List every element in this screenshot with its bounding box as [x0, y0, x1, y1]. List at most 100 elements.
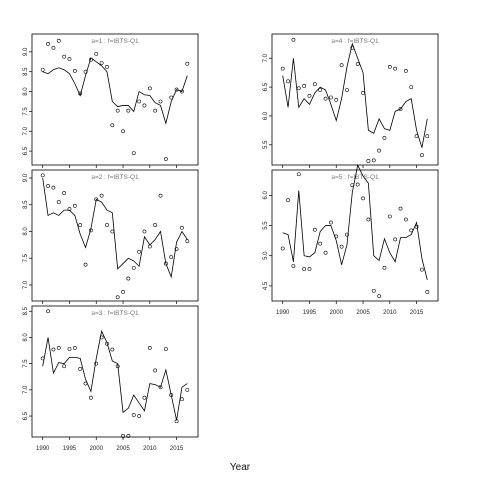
observation-point [420, 267, 424, 272]
observation-point [110, 229, 115, 234]
y-tick-label: 6.0 [263, 191, 269, 200]
observation-point [398, 206, 403, 211]
observation-point [414, 134, 419, 139]
y-tick-label: 7.5 [23, 253, 29, 262]
observation-point [409, 228, 414, 233]
x-tick-label: 1990 [276, 310, 290, 316]
observation-point [131, 151, 136, 155]
observation-point [51, 347, 56, 352]
observation-point [387, 64, 392, 69]
observation-point [307, 267, 312, 271]
observation-point [345, 88, 349, 92]
panel-1: a=1 : f=IBTS-Q1 6.5 7.0 7.5 8.0 8.5 9.0 [23, 33, 199, 168]
x-tick-label: 1990 [36, 446, 50, 452]
observation-point [371, 158, 376, 163]
observation-point [62, 54, 67, 59]
y-tick-label: 5.0 [263, 251, 269, 260]
fitted-line [42, 329, 188, 421]
observation-point [334, 97, 339, 102]
y-tick-label: 7.0 [263, 53, 269, 62]
observation-point [121, 290, 125, 294]
observation-point [296, 86, 301, 91]
observation-point [46, 309, 50, 314]
observation-point [302, 267, 307, 271]
y-tick-label: 8.5 [23, 67, 29, 76]
observation-point [121, 434, 125, 438]
observation-point [361, 196, 365, 201]
observation-point [180, 397, 184, 402]
observation-point [323, 250, 328, 255]
observation-point [153, 108, 158, 113]
observation-point [147, 346, 152, 350]
fitted-line [42, 57, 188, 125]
y-tick-label: 8.5 [23, 200, 29, 209]
x-tick-label: 2005 [356, 310, 370, 316]
observation-point [99, 193, 104, 198]
x-tick-label: 2005 [116, 446, 130, 452]
observation-point [163, 261, 168, 266]
x-tick-label: 1995 [63, 446, 77, 452]
y-tick-label: 6.0 [263, 111, 269, 120]
observation-point [40, 173, 45, 178]
plot-frame [271, 33, 439, 166]
observation-point [302, 84, 307, 88]
observation-point [46, 42, 50, 46]
observation-point [377, 148, 381, 153]
observation-point [291, 37, 296, 42]
observation-point [137, 99, 141, 104]
y-tick-label: 9.0 [23, 173, 29, 182]
plot-frame [31, 33, 199, 166]
observation-point [414, 224, 419, 229]
y-tick-label: 8.5 [23, 306, 29, 315]
panel-title: a=3 : f=IBTS-Q1 [91, 310, 139, 317]
panel-2: a=2 : f=IBTS-Q1 7.0 7.5 8.0 8.5 9.0 [23, 169, 199, 304]
y-tick-label: 7.5 [23, 359, 29, 368]
observation-point [99, 61, 104, 65]
observation-point [169, 393, 174, 397]
observation-point [296, 172, 301, 177]
y-tick-label: 5.5 [263, 221, 269, 230]
observation-point [339, 63, 344, 68]
observation-point [361, 90, 365, 95]
observation-point [67, 347, 72, 351]
observation-point [169, 95, 174, 100]
observation-point [94, 197, 99, 202]
observation-point [89, 57, 93, 62]
observation-point [382, 135, 387, 140]
observation-point [67, 207, 72, 211]
observation-point [377, 294, 381, 299]
observation-point [142, 103, 147, 108]
observation-point [126, 434, 131, 438]
observation-point [174, 87, 179, 92]
observation-point [409, 85, 414, 89]
panel-3: a=3 : f=IBTS-Q1 6.5 7.0 7.5 8.0 8.5 1990 1995 20… [23, 305, 199, 452]
observation-point [398, 107, 403, 111]
observation-point [126, 276, 131, 281]
observation-point [83, 381, 88, 386]
y-tick-label: 6.5 [263, 82, 269, 91]
plot-frame [31, 169, 199, 302]
observation-point [78, 91, 83, 96]
observation-point [158, 385, 163, 390]
observation-point [420, 153, 424, 158]
y-tick-label: 6.5 [23, 146, 29, 155]
observation-point [323, 96, 328, 101]
y-tick-label: 7.0 [23, 385, 29, 394]
observation-point [163, 157, 168, 161]
observation-point [371, 288, 376, 293]
observation-point [345, 232, 349, 237]
observation-point [46, 184, 50, 188]
observation-point [137, 414, 141, 418]
y-tick-label: 8.0 [23, 227, 29, 236]
panel-4: a=4 : f=IBTS-Q1 5.5 6.0 6.5 7.0 [263, 33, 439, 168]
observation-point [99, 335, 104, 340]
observation-point [105, 223, 109, 227]
observation-point [280, 66, 285, 71]
observation-point [403, 217, 408, 222]
observation-point [153, 223, 158, 227]
observation-point [334, 234, 339, 239]
observation-point [185, 387, 190, 392]
observation-point [126, 108, 131, 113]
observation-point [180, 89, 184, 94]
observation-point [131, 265, 136, 270]
